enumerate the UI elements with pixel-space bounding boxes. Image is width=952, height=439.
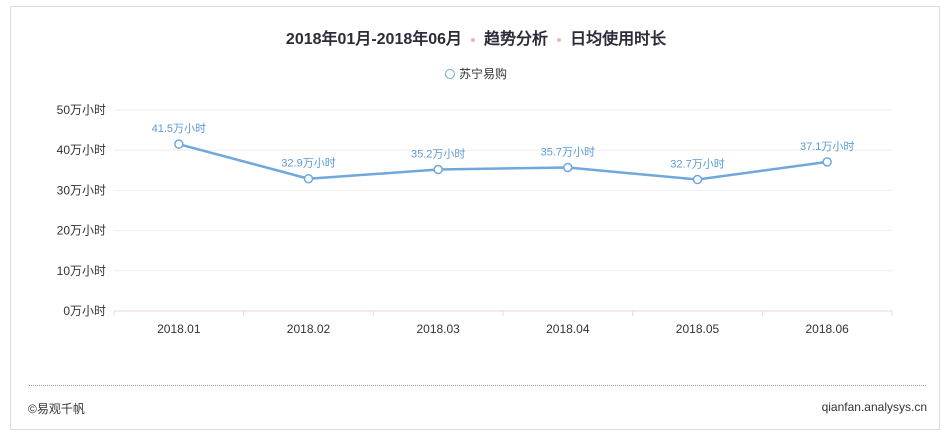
data-label: 35.2万小时 xyxy=(411,147,465,160)
data-point xyxy=(563,162,573,173)
title-analysis: 趋势分析 xyxy=(484,31,549,48)
data-point xyxy=(822,157,832,167)
y-tick-label: 20万小时 xyxy=(57,224,106,238)
data-label: 41.5万小时 xyxy=(152,122,206,135)
title-metric: 日均使用时长 xyxy=(570,31,667,48)
chart-title: 2018年01月-2018年06月 趋势分析 日均使用时长 xyxy=(11,25,941,49)
chart-legend[interactable]: 苏宁易购 xyxy=(11,65,941,82)
x-tick-label: 2018.04 xyxy=(546,322,590,336)
title-separator-dot xyxy=(557,37,562,42)
y-tick-label: 10万小时 xyxy=(57,264,106,278)
footer-divider xyxy=(29,385,926,386)
data-point xyxy=(433,164,443,175)
data-label: 37.1万小时 xyxy=(800,140,854,153)
y-tick-label: 0万小时 xyxy=(63,304,106,318)
data-point xyxy=(692,174,703,185)
series-line xyxy=(178,142,828,181)
x-tick-label: 2018.02 xyxy=(287,322,331,336)
y-tick-label: 40万小时 xyxy=(57,143,106,157)
title-separator-dot xyxy=(471,37,476,42)
chart-card: 2018年01月-2018年06月 趋势分析 日均使用时长 苏宁易购 0万小时 10万… xyxy=(10,6,940,430)
legend-series-name: 苏宁易购 xyxy=(458,67,507,81)
data-label: 35.7万小时 xyxy=(541,145,595,158)
y-tick-label: 50万小时 xyxy=(57,103,106,117)
x-tick-label: 2018.05 xyxy=(676,322,720,336)
footer-site: qianfan.analysys.cn xyxy=(821,400,927,414)
footer-copyright: ©易观千帆 xyxy=(28,402,85,416)
line-chart: 0万小时 10万小时 20万小时 30万小时 40万小时 50万小时 2018.01 2018… xyxy=(57,103,893,336)
x-tick-label: 2018.03 xyxy=(416,322,460,336)
data-label: 32.7万小时 xyxy=(670,158,724,171)
x-tick-label: 2018.01 xyxy=(157,322,201,336)
data-label: 32.9万小时 xyxy=(281,157,335,170)
x-tick-label: 2018.06 xyxy=(805,322,849,336)
legend-circle-icon xyxy=(444,68,455,79)
data-point xyxy=(303,173,314,184)
data-point xyxy=(174,139,184,149)
y-tick-label: 30万小时 xyxy=(57,183,106,197)
title-period: 2018年01月-2018年06月 xyxy=(285,31,463,48)
